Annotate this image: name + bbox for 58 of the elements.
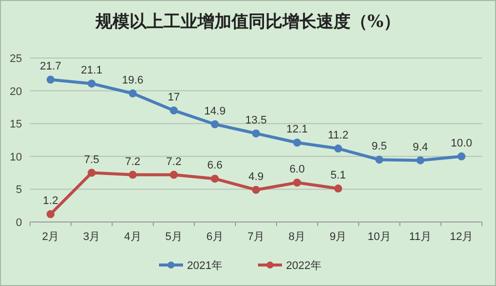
point [210,120,219,128]
x-tick-label: 8月 [288,231,306,243]
point [334,184,342,193]
data-label: 7.2 [166,156,182,168]
x-tick-label: 11月 [409,231,432,243]
y-tick-label: 10 [10,151,22,164]
point [416,156,424,164]
data-label: 10.0 [450,137,472,150]
x-tick-label: 6月 [206,231,224,243]
point [457,152,466,160]
data-label: 9.5 [372,140,387,153]
point [375,156,384,164]
legend-label: 2022年 [286,260,322,272]
point [170,170,178,179]
x-tick-label: 7月 [247,231,265,243]
data-label: 13.5 [245,114,267,126]
point [293,178,302,187]
point [252,129,260,138]
point [46,76,55,84]
data-label: 21.1 [80,64,102,77]
point [252,186,260,194]
y-tick-label: 0 [16,217,22,229]
data-label: 4.9 [248,170,264,183]
data-label: 11.2 [328,130,348,142]
point [293,138,302,147]
data-label: 6.6 [207,160,223,172]
x-tick-label: 4月 [124,231,142,243]
x-tick-label: 2月 [42,231,60,243]
point [46,210,55,218]
y-tick-label: 15 [10,118,22,131]
x-tick-label: 9月 [330,231,347,243]
y-tick-label: 5 [16,184,22,196]
point [210,174,219,183]
point [170,106,178,114]
data-label: 17 [168,91,180,104]
legend-label: 2021年 [187,260,222,272]
data-label: 12.1 [286,124,308,136]
point [128,89,137,98]
chart-title: 规模以上工业增加值同比增长速度（%） [94,12,401,32]
data-label: 9.4 [412,141,428,154]
point [334,144,342,153]
data-label: 5.1 [330,170,346,182]
data-label: 7.5 [84,154,100,166]
data-label: 14.9 [204,105,226,118]
data-label: 6.0 [289,164,305,176]
y-tick-label: 20 [10,86,22,98]
x-tick-label: 12月 [450,231,474,243]
point [128,170,137,179]
data-label: 21.7 [40,60,62,73]
data-label: 19.6 [122,74,144,86]
data-label: 7.2 [125,156,140,168]
y-tick-label: 25 [10,53,22,65]
x-tick-label: 3月 [83,231,100,243]
x-tick-label: 5月 [165,231,182,243]
x-tick-label: 10月 [368,231,391,243]
data-label: 1.2 [42,195,58,208]
point [88,80,96,88]
point [88,168,96,177]
